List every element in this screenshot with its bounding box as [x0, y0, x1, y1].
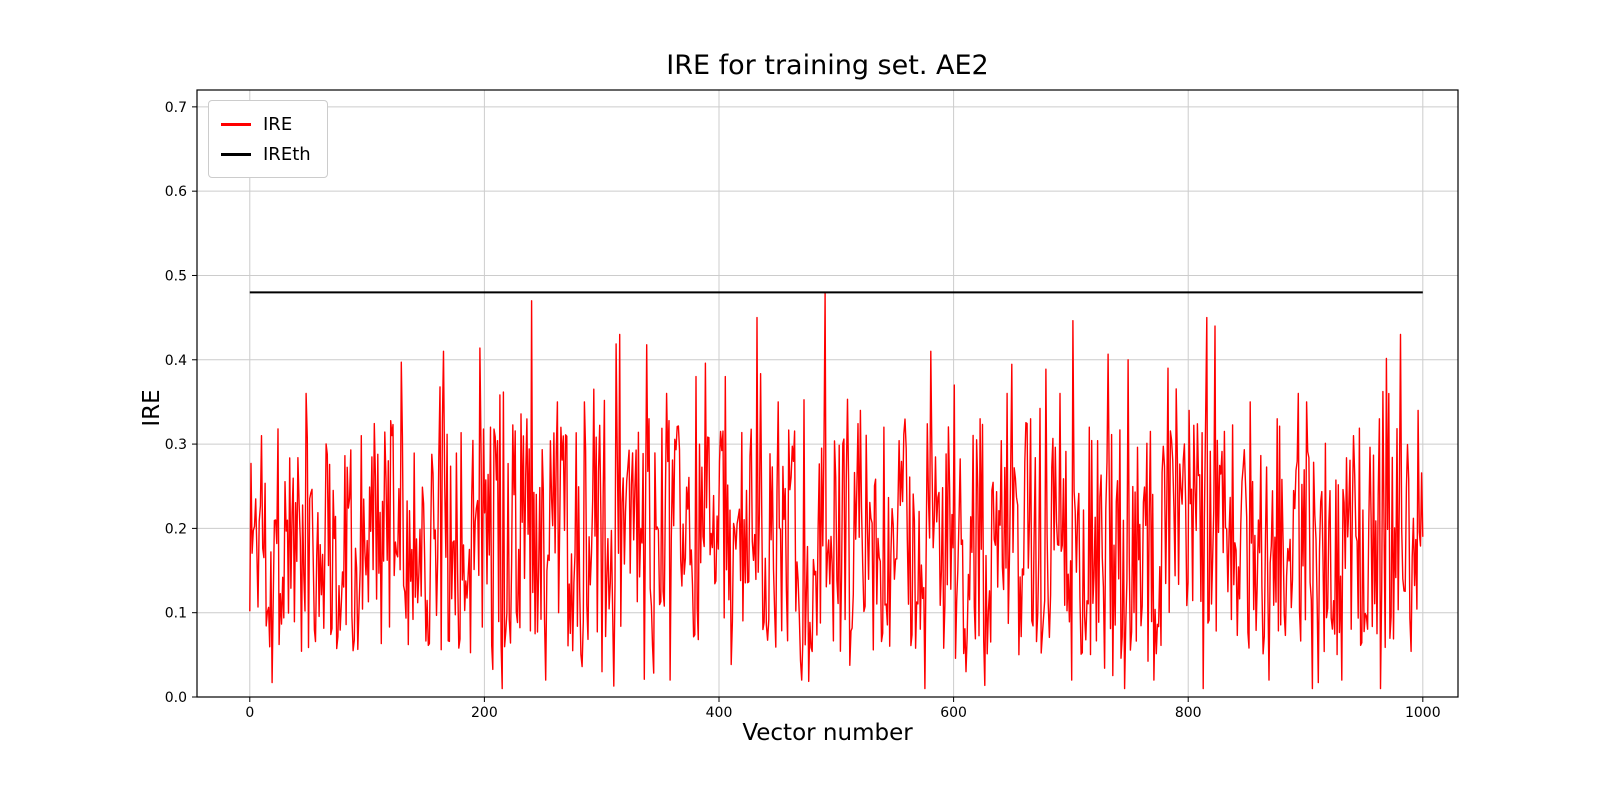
ire-line-swatch [221, 122, 251, 126]
x-axis-label: Vector number [742, 720, 913, 746]
x-tick-label: 200 [471, 705, 498, 721]
legend-entry-ireth: IREth [221, 139, 311, 169]
y-tick-label: 0.3 [165, 437, 187, 453]
ire-data-line [249, 291, 1424, 690]
y-tick-label: 0.5 [165, 268, 187, 284]
x-tick-label: 1000 [1405, 705, 1441, 721]
x-tick-label: 600 [940, 705, 967, 721]
y-tick-label: 0.4 [165, 353, 187, 369]
legend-entry-ire: IRE [221, 109, 311, 139]
axes-frame [196, 89, 1459, 698]
x-tick-label: 0 [245, 705, 254, 721]
x-tick-label: 400 [706, 705, 733, 721]
legend-label-ireth: IREth [263, 143, 311, 165]
y-tick-label: 0.1 [165, 606, 187, 622]
chart-title: IRE for training set. AE2 [666, 50, 989, 81]
y-tick-label: 0.6 [165, 184, 187, 200]
x-tick-label: 800 [1175, 705, 1202, 721]
y-axis-label: IRE [139, 389, 165, 427]
y-tick-label: 0.7 [165, 100, 187, 116]
legend-label-ire: IRE [263, 113, 293, 135]
legend: IRE IREth [208, 100, 328, 178]
ireth-line-swatch [221, 152, 251, 156]
y-tick-label: 0.0 [165, 690, 187, 706]
y-tick-label: 0.2 [165, 521, 187, 537]
